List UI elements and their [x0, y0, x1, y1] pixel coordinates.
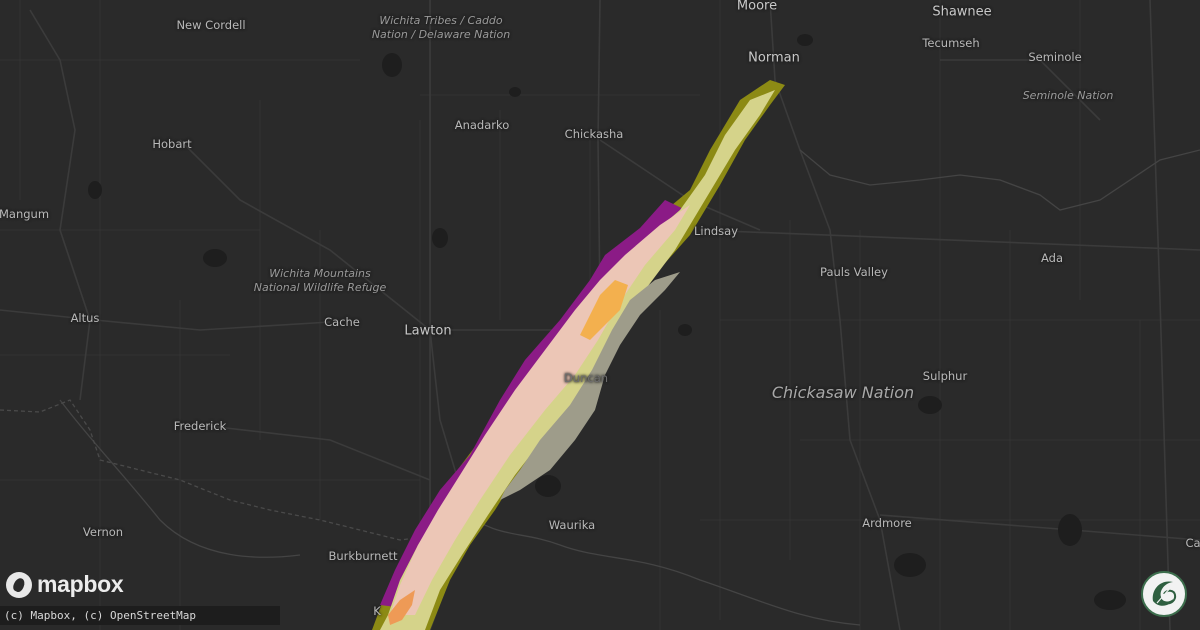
swath-orange-south [388, 590, 415, 625]
mapbox-logo[interactable]: mapbox [6, 571, 124, 598]
place-label: Waurika [548, 518, 596, 532]
place-label: Lindsay [693, 224, 739, 238]
place-label: Burkburnett [328, 549, 398, 563]
place-label: Chickasha [564, 127, 624, 141]
place-label: Moore [736, 0, 778, 14]
swath-grey [500, 272, 680, 500]
place-label: Ca [1185, 536, 1200, 550]
state-boundary [0, 399, 441, 541]
place-label: Lawton [404, 323, 452, 339]
mapbox-logo-icon [6, 571, 32, 598]
place-label: Seminole [1028, 50, 1082, 64]
place-label: Shawnee [932, 4, 992, 20]
area-label: Seminole Nation [1022, 89, 1114, 102]
lakes [88, 34, 1126, 610]
swath-orange-core [580, 280, 628, 340]
place-label: Ardmore [862, 516, 912, 530]
place-label: Mangum [0, 207, 50, 221]
place-label: Hobart [152, 137, 192, 151]
place-label: Anadarko [454, 118, 510, 132]
map-attribution[interactable]: (c) Mapbox, (c) OpenStreetMap [0, 606, 280, 625]
place-label: Sulphur [922, 369, 968, 383]
place-label: Tecumseh [922, 36, 980, 50]
storm-swath [372, 80, 785, 630]
place-label: Vernon [82, 525, 124, 539]
place-label: Cache [324, 315, 360, 329]
badge-swirl-icon [1152, 581, 1177, 606]
area-label: Chickasaw Nation [771, 383, 915, 402]
area-label: Wichita Mountains National Wildlife Refug… [253, 267, 387, 294]
place-label: Duncan [563, 371, 609, 385]
rivers [59, 149, 1200, 626]
place-label: Norman [748, 50, 800, 66]
place-label: Altus [70, 311, 100, 325]
area-label: Wichita Tribes / Caddo Nation / Delaware … [371, 14, 511, 41]
place-label: K [373, 604, 381, 618]
place-label: Frederick [173, 419, 227, 433]
mapbox-logo-text: mapbox [37, 571, 124, 597]
place-label: New Cordell [176, 18, 246, 32]
place-label: Ada [1040, 251, 1064, 265]
hail-tracker-badge-icon [1141, 571, 1187, 617]
place-label: Pauls Valley [820, 265, 888, 279]
